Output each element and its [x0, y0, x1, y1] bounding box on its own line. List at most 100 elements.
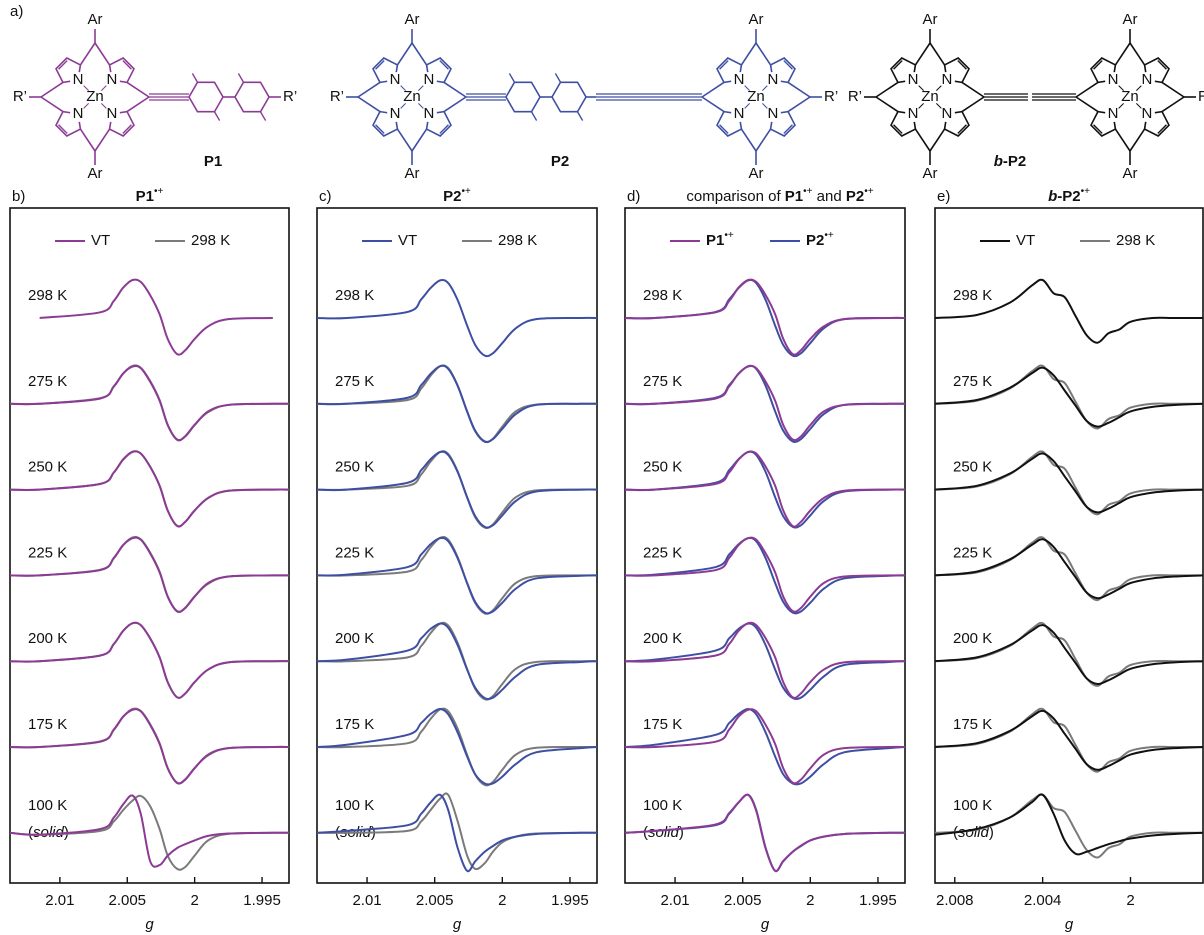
bond: [554, 73, 562, 83]
bond: [875, 96, 899, 113]
label-bg: [764, 72, 781, 89]
x-tick-label: 2.01: [45, 892, 74, 909]
pyrrole: [716, 110, 743, 137]
legend-name: VT: [1016, 232, 1035, 249]
atom-label: N: [1108, 105, 1119, 122]
bond: [576, 111, 584, 121]
legend-label: P2•+: [806, 230, 834, 249]
bond: [1129, 42, 1146, 66]
pyrrole: [425, 110, 452, 137]
row-label: 200 K: [28, 630, 67, 647]
row-label: 298 K: [335, 287, 374, 304]
title-part: P1: [136, 188, 154, 205]
bond: [755, 42, 772, 66]
x-tick-label: 2: [806, 892, 814, 909]
label-bg: [70, 72, 87, 89]
row-label: 275 K: [335, 373, 374, 390]
panel-title: P2•+: [443, 186, 471, 205]
spectrum-trace: [9, 364, 290, 442]
legend-label: VT: [398, 232, 417, 249]
note-open: (: [28, 824, 33, 841]
spectrum-trace: [934, 366, 1204, 428]
title-part: -P2: [1057, 188, 1080, 205]
bond: [719, 60, 729, 70]
spectrum-trace: [316, 364, 598, 443]
atom-label: N: [942, 71, 953, 88]
bond: [1157, 124, 1167, 134]
bond: [719, 124, 729, 134]
label-bg: [387, 105, 404, 122]
bond: [783, 60, 793, 70]
legend-name: 298 K: [498, 232, 537, 249]
legend-label: P1•+: [706, 230, 734, 249]
compound-name: P1: [204, 153, 222, 170]
bond: [755, 128, 772, 152]
label-bg: [1105, 72, 1122, 89]
plot-frame: [624, 207, 906, 884]
compound-main: -P2: [1003, 153, 1026, 170]
aryl-ring: [505, 81, 541, 113]
bond: [375, 124, 385, 134]
label-bg: [905, 72, 922, 89]
panel-title: b-P2•+: [1048, 186, 1090, 205]
legend-name: VT: [398, 232, 417, 249]
spectrum-trace: [624, 450, 906, 528]
spectrum-trace: [9, 794, 290, 868]
atom-label: N: [768, 105, 779, 122]
row-label: 100 K: [953, 797, 992, 814]
compound-name: b-P2: [994, 153, 1027, 170]
bond: [79, 42, 96, 66]
spectrum-trace: [934, 278, 1203, 344]
bond: [439, 60, 449, 70]
title-part: P2: [846, 188, 864, 205]
metal: Zn: [747, 88, 765, 105]
pyrrole: [55, 57, 82, 84]
metal: Zn: [86, 88, 104, 105]
title-part: •+: [1081, 186, 1091, 197]
metal: Zn: [921, 88, 939, 105]
atom-label: N: [908, 71, 919, 88]
bond: [893, 124, 903, 134]
atom-label: N: [734, 105, 745, 122]
substituent: Ar: [923, 11, 938, 28]
bond: [787, 81, 811, 98]
row-label: 275 K: [643, 373, 682, 390]
spectrum-trace: [9, 794, 290, 871]
spectrum-trace: [316, 622, 598, 701]
bond: [1075, 81, 1099, 98]
row-label: 200 K: [643, 630, 682, 647]
row-label: 100 K: [643, 797, 682, 814]
aryl-ring: [234, 81, 270, 113]
spectrum-trace: [624, 622, 906, 701]
x-tick-label: 1.995: [859, 892, 897, 909]
atom-label: N: [424, 105, 435, 122]
bond: [783, 124, 793, 134]
label-bg: [387, 72, 404, 89]
bond: [957, 60, 967, 70]
spectrum-trace: [624, 621, 906, 699]
label-bg: [1138, 105, 1155, 122]
pyrrole: [1143, 57, 1170, 84]
label-bg: [764, 105, 781, 122]
row-label: 225 K: [28, 544, 67, 561]
spectrum-trace: [9, 621, 290, 699]
compound-prefix: b: [994, 153, 1003, 170]
pyrrole: [716, 57, 743, 84]
label-bg: [420, 105, 437, 122]
title-part: b: [1048, 188, 1057, 205]
bond: [1093, 124, 1103, 134]
bond: [929, 128, 946, 152]
bond: [508, 73, 516, 83]
row-label: 175 K: [643, 716, 682, 733]
legend-name: 298 K: [1116, 232, 1155, 249]
spectrum-trace: [934, 452, 1204, 514]
label-bg: [938, 105, 955, 122]
bond: [961, 81, 985, 98]
pyrrole: [1090, 110, 1117, 137]
substituent: R’: [283, 88, 297, 105]
plot-frame: [316, 207, 598, 884]
x-tick-label: 2.01: [660, 892, 689, 909]
spectrum-trace: [624, 708, 906, 786]
pyrrole: [890, 110, 917, 137]
